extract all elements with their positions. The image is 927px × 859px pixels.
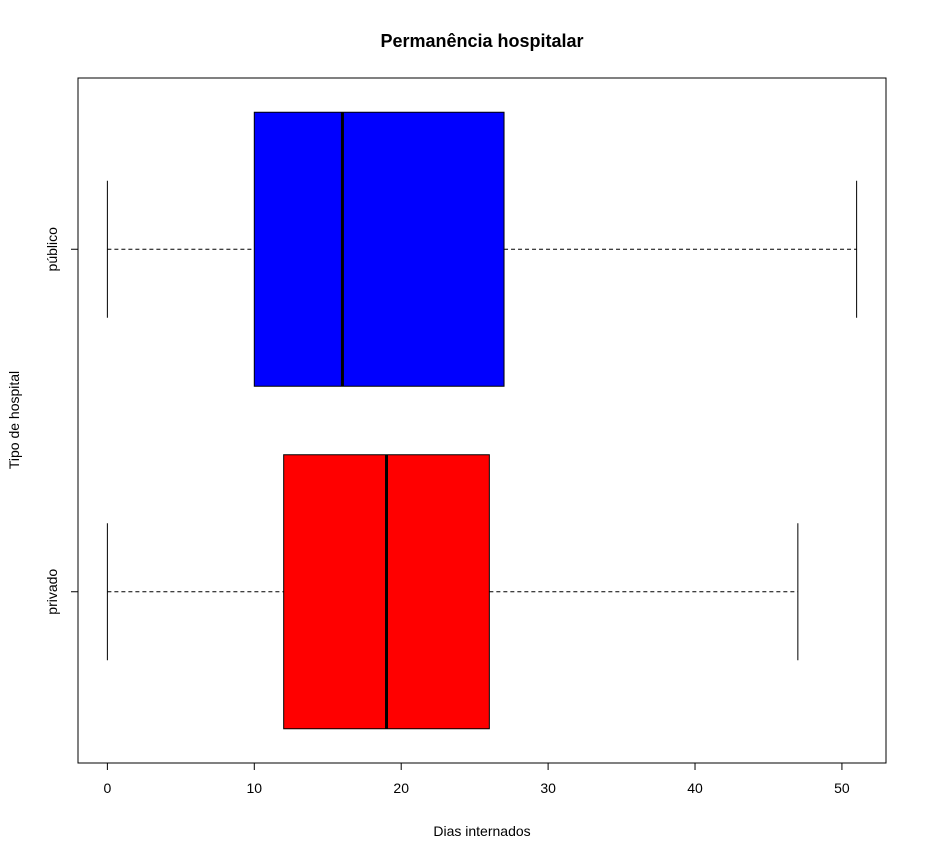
y-axis: privado público <box>44 227 79 615</box>
x-tick-label: 0 <box>103 780 111 796</box>
box-iqr <box>253 111 505 387</box>
x-tick-label: 30 <box>540 780 556 796</box>
y-tick-label: privado <box>44 569 60 615</box>
chart-title: Permanência hospitalar <box>380 31 583 51</box>
x-tick-label: 50 <box>834 780 850 796</box>
y-axis-label: Tipo de hospital <box>6 371 22 469</box>
x-tick-label: 10 <box>247 780 263 796</box>
box-público <box>106 111 858 387</box>
x-tick-label: 20 <box>393 780 409 796</box>
x-axis-label: Dias internados <box>433 823 530 839</box>
x-tick-label: 40 <box>687 780 703 796</box>
x-axis: 0 10 20 30 40 50 <box>103 762 850 796</box>
boxes <box>106 111 858 730</box>
y-tick-label: público <box>44 227 60 272</box>
box-privado <box>106 454 799 730</box>
